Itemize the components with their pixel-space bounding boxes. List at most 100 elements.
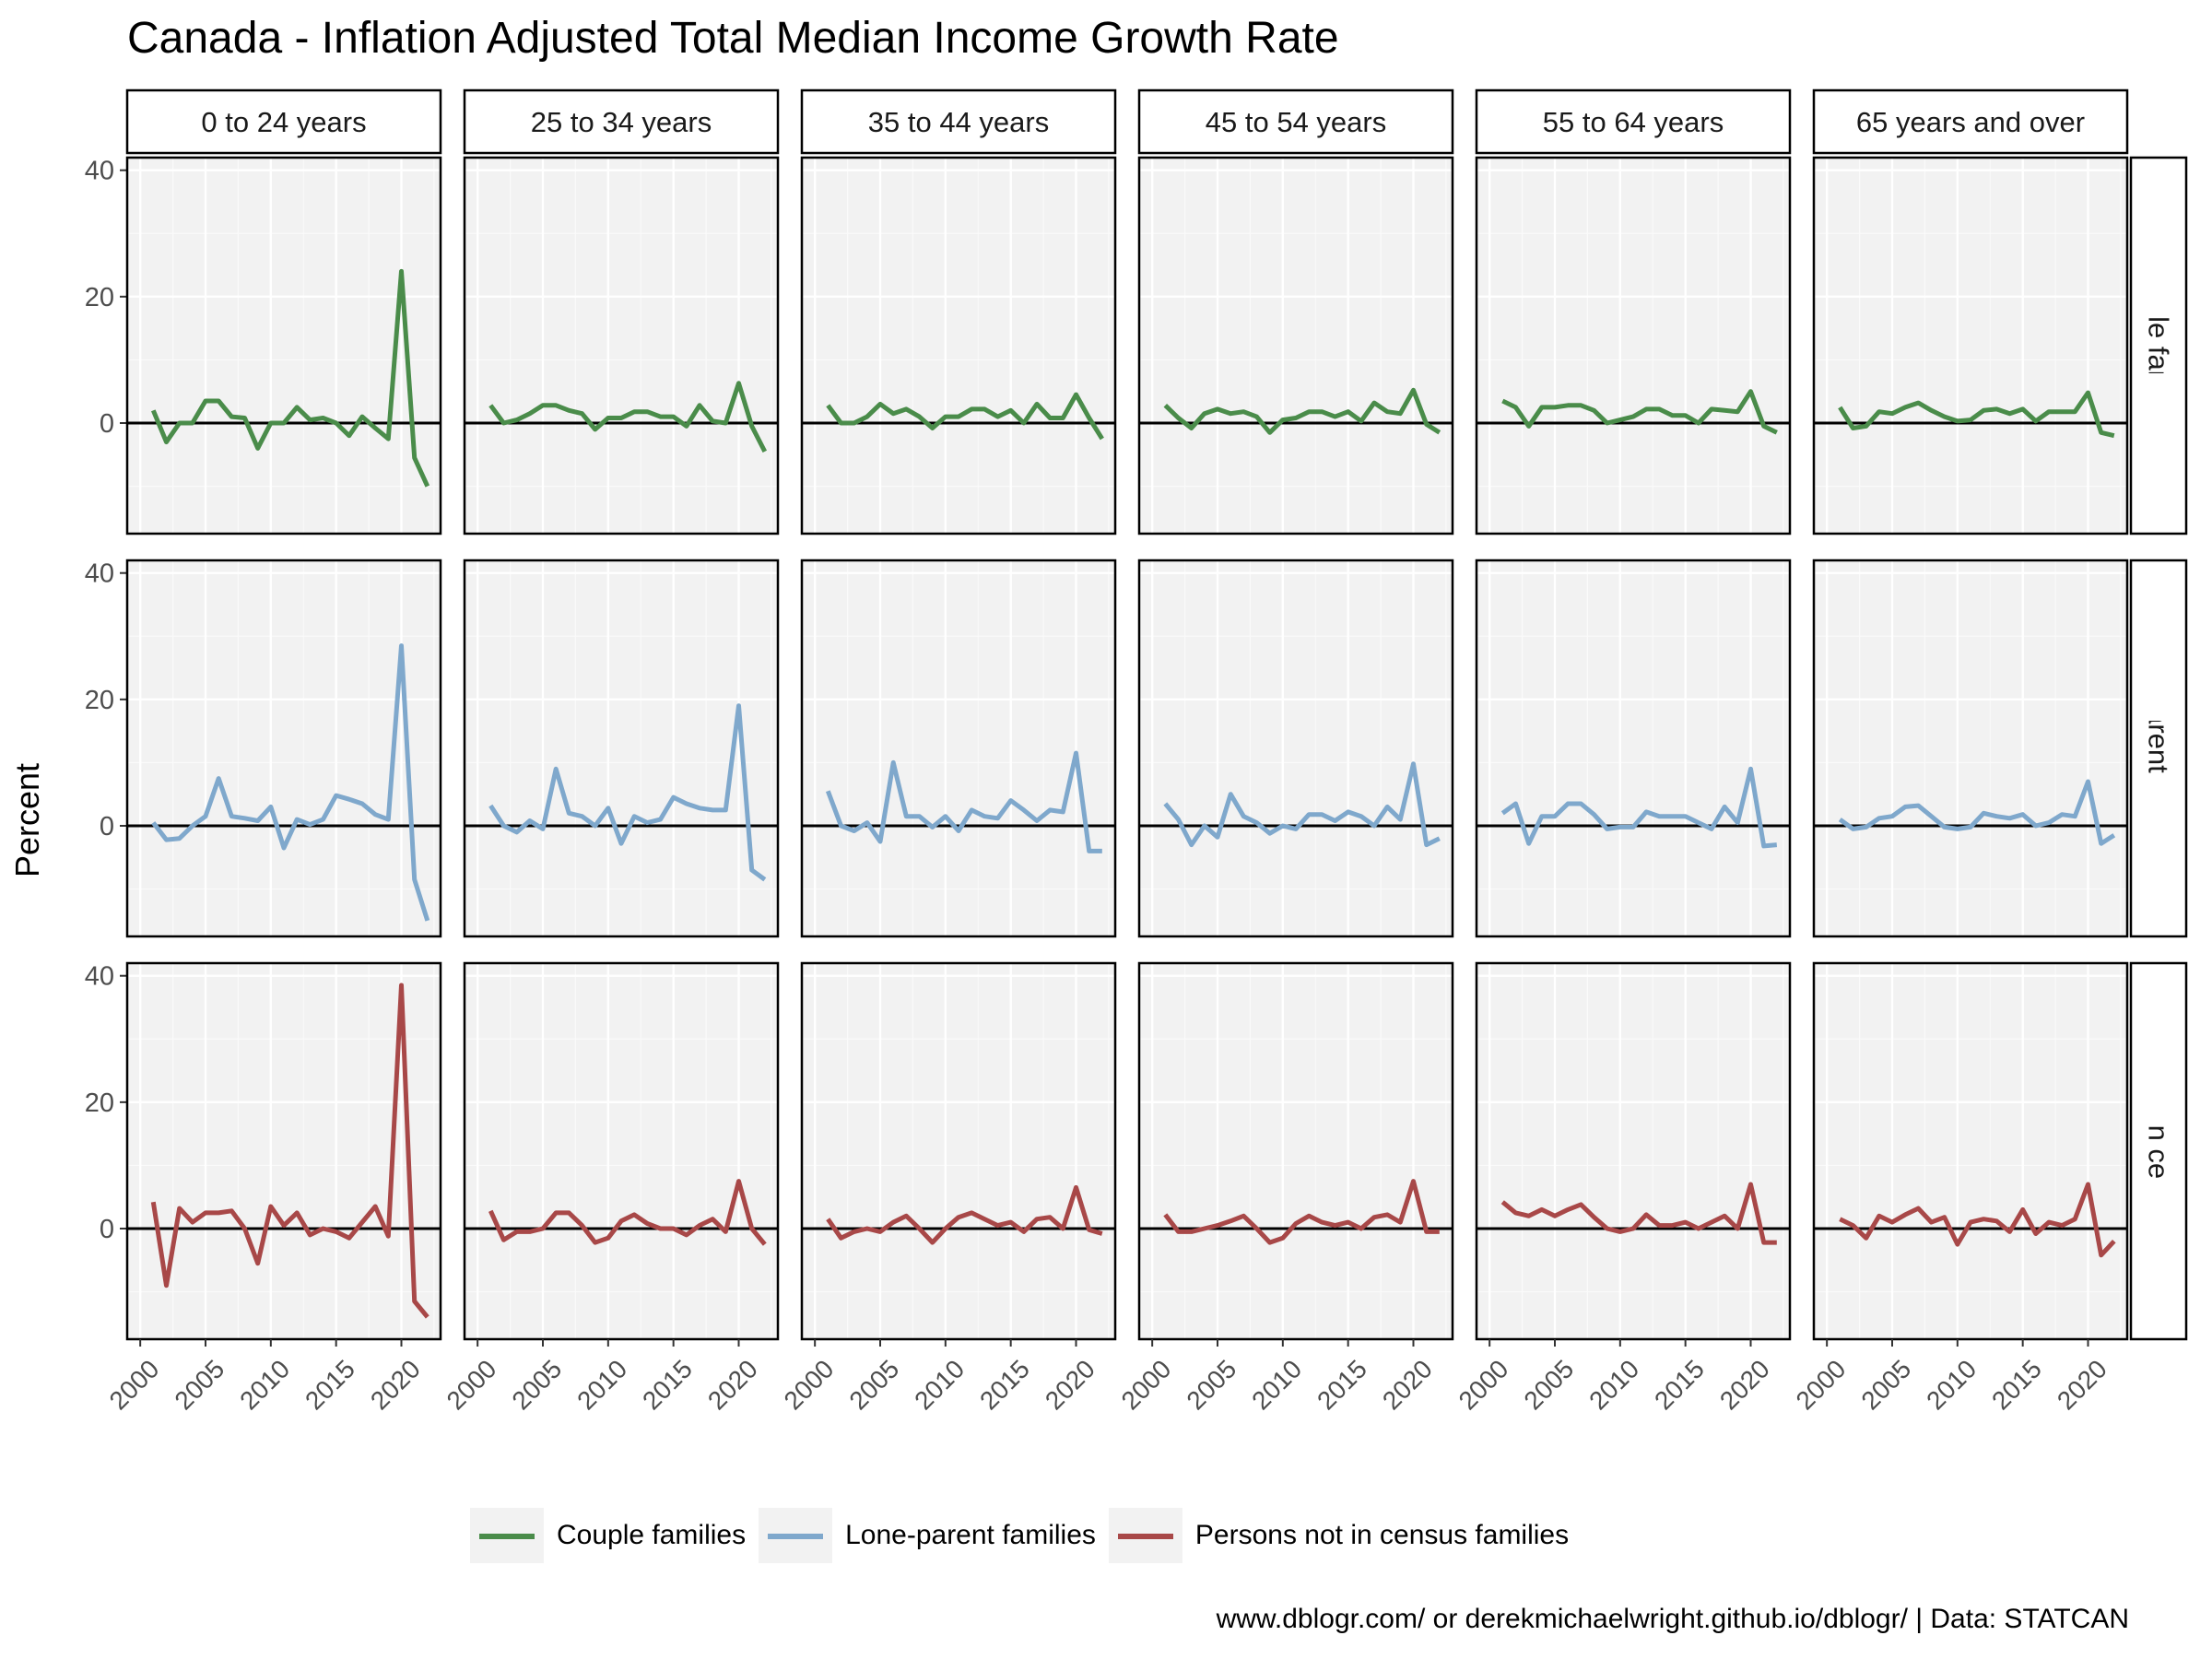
panel-background [465,963,778,1339]
row-strip-0 [2129,156,2188,535]
panel-background [802,560,1115,936]
x-tick-label: 2020 [1377,1354,1438,1415]
legend-label: Couple families [557,1520,747,1550]
x-tick-label: 2010 [571,1354,632,1415]
x-tick-label: 2020 [365,1354,426,1415]
x-tick-label: 2000 [441,1354,502,1415]
x-tick-label: 2020 [2052,1354,2112,1415]
panel-border [125,156,442,535]
y-tick-label: 20 [85,1088,114,1118]
x-tick-label: 2000 [1453,1354,1514,1415]
y-tick-label: 0 [100,1215,114,1244]
x-tick-label: 2020 [1714,1354,1775,1415]
panel-border [125,961,442,1341]
x-tick-label: 2020 [1040,1354,1100,1415]
x-tick-label: 2005 [506,1354,567,1415]
x-tick-label: 2000 [1791,1354,1852,1415]
x-tick-label: 2015 [1986,1354,2047,1415]
panel-background [1477,560,1790,936]
series-line-2-3 [1163,1179,1440,1245]
x-tick-label: 2010 [234,1354,295,1415]
facet-strip-4 [1475,88,1792,155]
series-line-0-0 [150,268,430,488]
y-tick-label: 0 [100,812,114,841]
legend-label: Lone-parent families [845,1520,1096,1550]
row-strip-label: Couple families [2143,248,2175,443]
chart-title: Canada - Inflation Adjusted Total Median… [127,14,1339,63]
panel-background [1814,158,2127,534]
panel-border [1137,559,1454,938]
panel-border [1475,961,1792,1341]
facet-strip-5 [1812,88,2129,155]
panel-border [1812,961,2129,1341]
series-line-0-5 [1838,390,2115,439]
series-line-0-2 [826,392,1104,441]
series-line-1-4 [1500,766,1778,849]
series-line-2-4 [1500,1182,1777,1245]
x-tick-label: 2015 [1649,1354,1710,1415]
x-tick-label: 2005 [1855,1354,1916,1415]
panel-background [1814,560,2127,936]
panel-background [465,560,778,936]
panel-background [1477,963,1790,1339]
chart-caption: www.dblogr.com/ or derekmichaelwright.gi… [1216,1604,2129,1634]
row-strip-label: Lone-parent families [2143,619,2175,878]
x-tick-label: 2015 [637,1354,698,1415]
x-tick-label: 2015 [1312,1354,1372,1415]
legend-item-lone-parent-families: Lone-parent families [759,1508,1096,1563]
series-line-2-0 [150,982,429,1319]
panel-border [1475,559,1792,938]
series-line-2-5 [1839,1182,2116,1258]
series-line-0-3 [1163,387,1441,435]
x-tick-label: 2010 [1246,1354,1307,1415]
series-line-1-2 [825,750,1102,853]
x-tick-label: 2005 [843,1354,904,1415]
y-tick-label: 20 [85,283,114,312]
facet-strip-label: 35 to 44 years [868,106,1049,138]
panel-background [127,963,441,1339]
y-tick-label: 40 [85,157,114,186]
series-line-2-2 [826,1184,1103,1245]
legend-key [470,1508,544,1563]
legend: Couple families Lone-parent families Per… [470,1508,1569,1563]
legend-item-couple-families: Couple families [470,1508,746,1563]
panel-background [127,158,441,534]
x-tick-label: 2005 [1518,1354,1579,1415]
panel-background [1814,963,2127,1339]
x-tick-label: 2000 [104,1354,165,1415]
legend-line [479,1534,535,1539]
series-line-1-3 [1163,761,1441,848]
row-strip-label: Persons not in census families [2143,959,2175,1345]
series-line-0-4 [1501,389,1778,435]
panel-border [1137,961,1454,1341]
panel-border [463,559,780,938]
x-tick-label: 2000 [1116,1354,1177,1415]
panel-background [1477,158,1790,534]
x-tick-label: 2010 [909,1354,970,1415]
panel-border [463,156,780,535]
panel-background [1139,560,1453,936]
panel-background [1139,963,1453,1339]
y-tick-label: 20 [85,686,114,715]
x-tick-label: 2015 [300,1354,360,1415]
x-tick-label: 2010 [1921,1354,1982,1415]
series-line-1-1 [488,703,767,882]
series-line-0-1 [488,381,768,453]
facet-strip-label: 55 to 64 years [1543,106,1724,138]
x-tick-label: 2020 [702,1354,763,1415]
panel-border [1137,156,1454,535]
x-tick-label: 2005 [169,1354,229,1415]
facet-strip-label: 65 years and over [1856,106,2085,138]
y-tick-label: 0 [100,409,114,439]
legend-item-persons-not-in-census-families: Persons not in census families [1108,1508,1569,1563]
y-tick-label: 40 [85,559,114,589]
y-tick-label: 40 [85,962,114,992]
x-tick-label: 2010 [1583,1354,1644,1415]
legend-key [759,1508,833,1563]
panel-background [802,963,1115,1339]
series-line-1-0 [151,643,430,922]
legend-key [1108,1508,1182,1563]
legend-line [1117,1534,1173,1539]
panel-border [125,559,442,938]
x-tick-label: 2000 [779,1354,840,1415]
